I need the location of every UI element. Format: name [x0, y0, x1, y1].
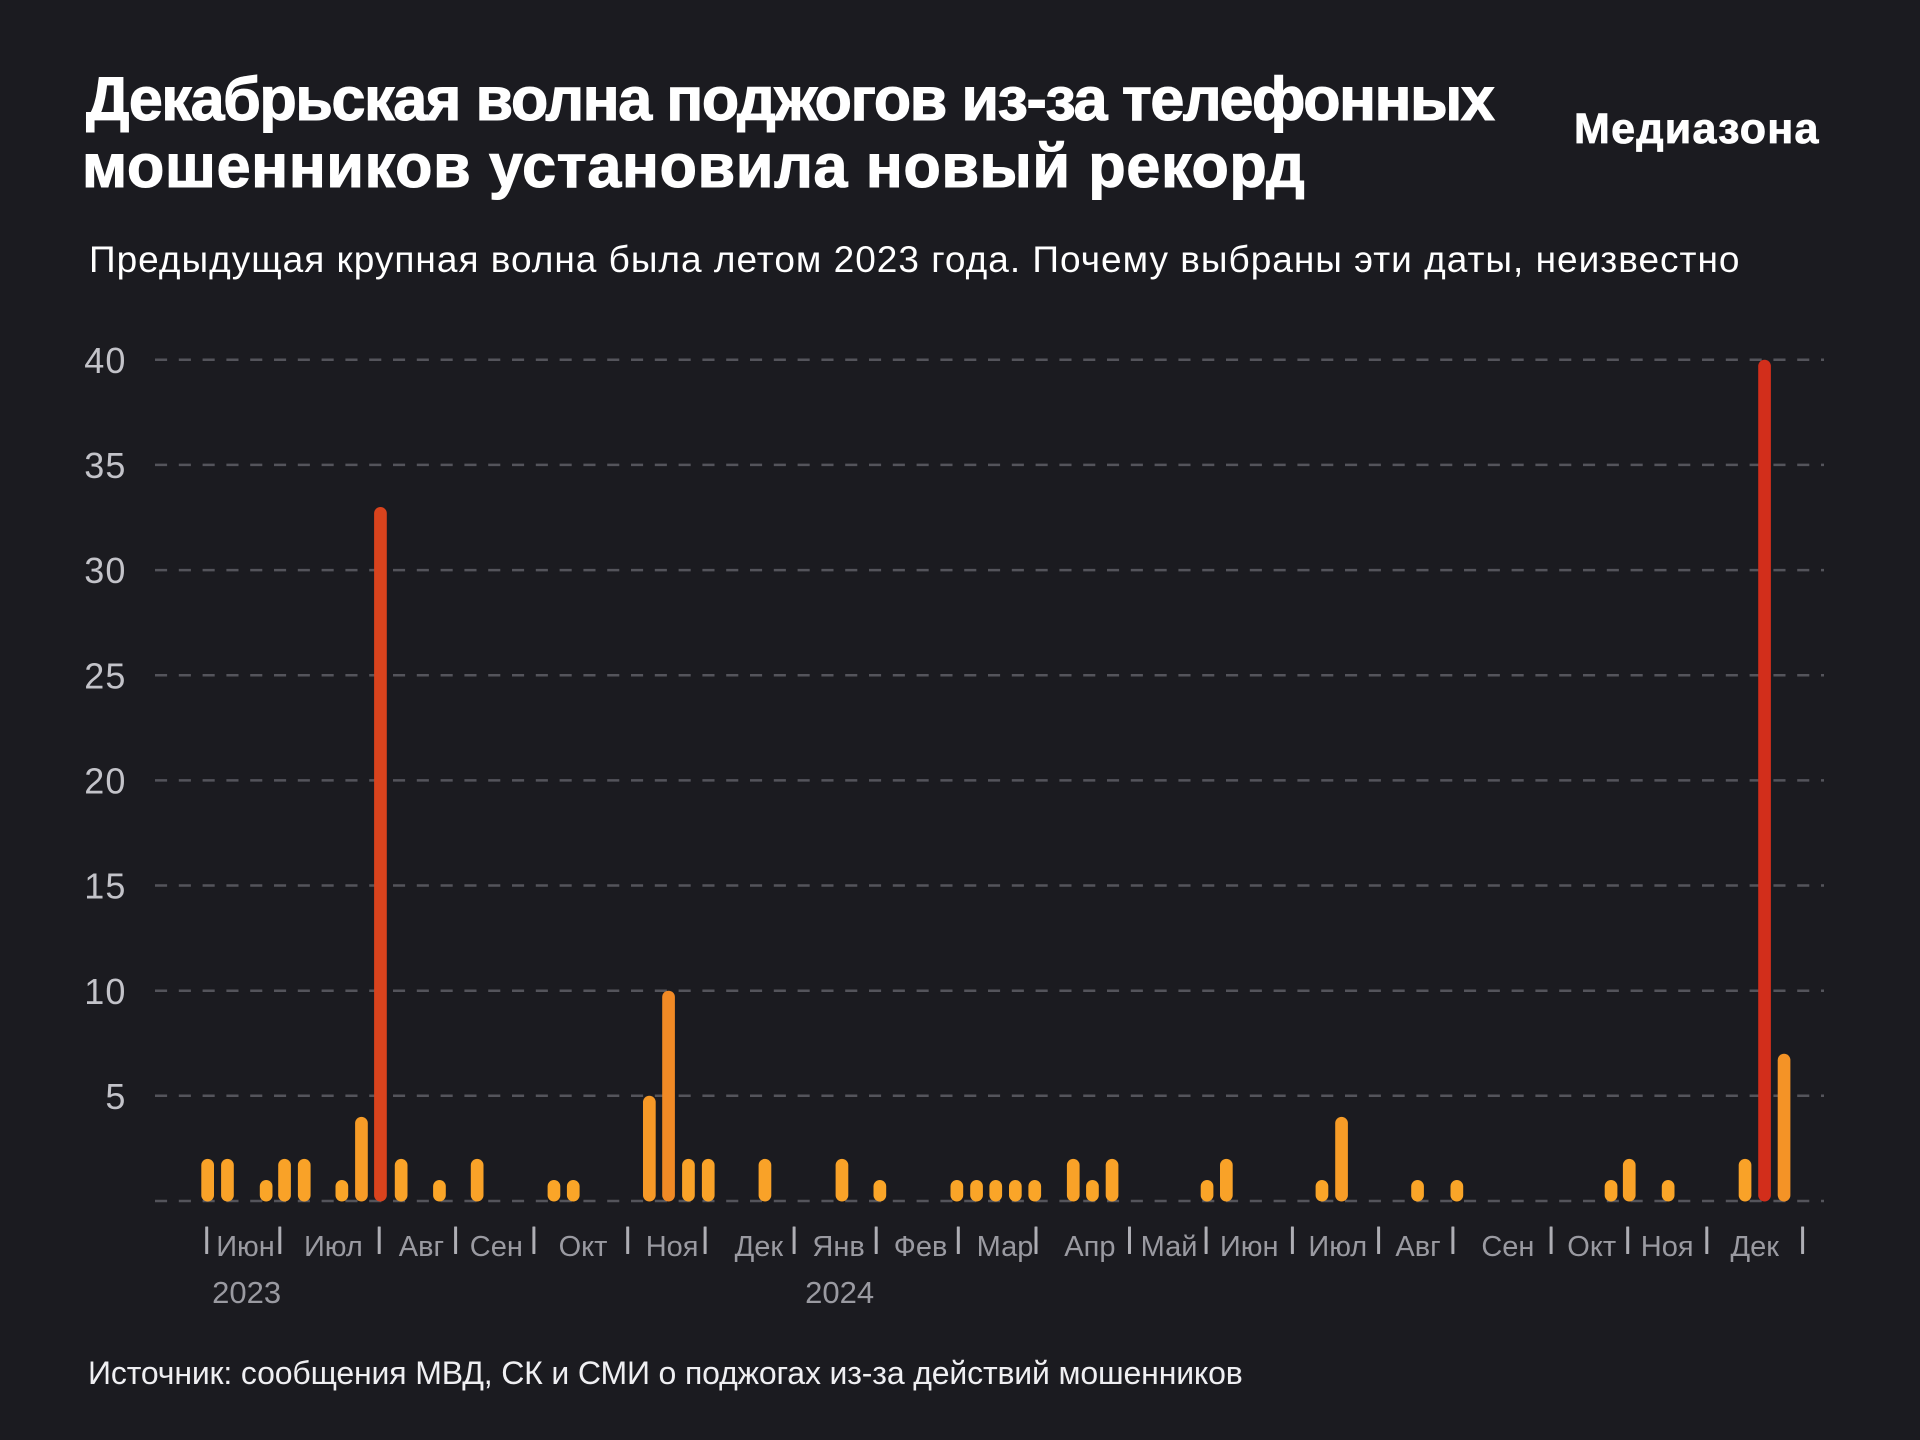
svg-text:Ноя: Ноя	[646, 1231, 699, 1263]
svg-text:Июл: Июл	[304, 1231, 363, 1263]
svg-text:Июн: Июн	[1220, 1231, 1279, 1263]
svg-text:5: 5	[105, 1076, 126, 1117]
svg-text:30: 30	[84, 550, 126, 591]
svg-text:Июл: Июл	[1308, 1231, 1367, 1263]
svg-text:Янв: Янв	[812, 1231, 864, 1263]
svg-text:Фев: Фев	[894, 1231, 948, 1263]
svg-text:Ноя: Ноя	[1641, 1231, 1694, 1263]
svg-text:Июн: Июн	[216, 1231, 275, 1263]
svg-text:Сен: Сен	[1481, 1231, 1534, 1263]
svg-text:Окт: Окт	[1567, 1231, 1616, 1263]
svg-text:Авг: Авг	[399, 1231, 444, 1263]
svg-text:Сен: Сен	[470, 1231, 523, 1263]
svg-text:Окт: Окт	[559, 1231, 608, 1263]
svg-text:Май: Май	[1141, 1231, 1198, 1263]
svg-text:2024: 2024	[805, 1275, 874, 1310]
svg-text:Мар: Мар	[977, 1231, 1034, 1263]
svg-text:Дек: Дек	[735, 1231, 784, 1263]
svg-text:20: 20	[84, 761, 126, 802]
svg-text:35: 35	[84, 445, 126, 486]
svg-text:Апр: Апр	[1064, 1231, 1115, 1263]
svg-text:40: 40	[84, 340, 126, 381]
svg-text:10: 10	[84, 971, 126, 1012]
svg-text:15: 15	[84, 866, 126, 907]
svg-text:25: 25	[84, 655, 126, 696]
svg-text:2023: 2023	[212, 1275, 281, 1310]
svg-text:Авг: Авг	[1395, 1231, 1440, 1263]
svg-text:Дек: Дек	[1730, 1231, 1779, 1263]
